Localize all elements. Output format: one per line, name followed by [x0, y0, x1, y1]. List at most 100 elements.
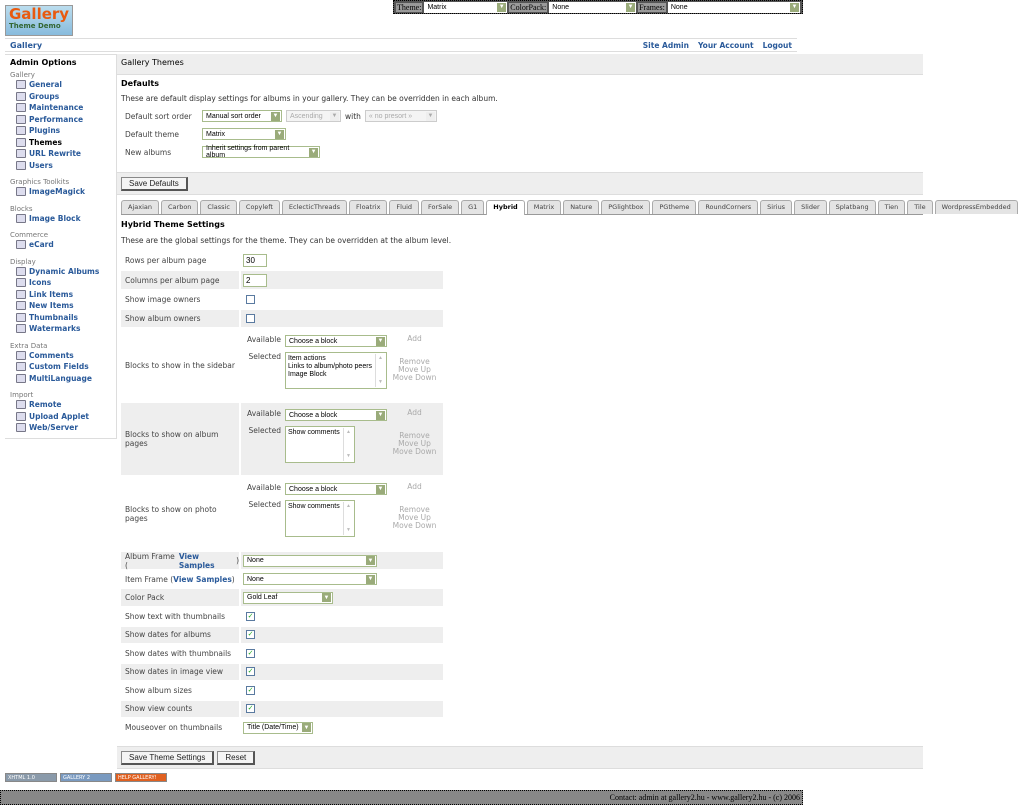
- tab-classic[interactable]: Classic: [200, 200, 237, 214]
- color-pack-select[interactable]: Gold Leaf ▼: [243, 591, 333, 604]
- scrollbar[interactable]: ▲ ▼: [343, 428, 353, 461]
- move-up-button[interactable]: Move Up: [398, 365, 431, 374]
- tab-pglightbox[interactable]: PGlightbox: [601, 200, 651, 214]
- sidebar-item-ecard[interactable]: eCard: [10, 239, 111, 251]
- selected-blocks-sidebar-list[interactable]: Item actions Links to album/photo peers Im…: [285, 352, 387, 389]
- remove-block-button[interactable]: Remove: [399, 431, 430, 440]
- rows-per-page-input[interactable]: 30: [243, 253, 267, 267]
- selected-block-item[interactable]: Show comments: [288, 503, 340, 510]
- show-dates-with-thumbnails-checkbox[interactable]: ✓: [246, 648, 255, 658]
- selected-blocks-photo-list[interactable]: Show comments ▲ ▼: [285, 500, 355, 537]
- sidebar-item-users[interactable]: Users: [10, 160, 111, 172]
- site-admin-link[interactable]: Site Admin: [642, 40, 689, 50]
- tab-nature[interactable]: Nature: [563, 200, 600, 214]
- tab-tile[interactable]: Tile: [907, 200, 933, 214]
- selected-block-item[interactable]: Show comments: [288, 429, 340, 436]
- add-block-button[interactable]: Add: [407, 334, 422, 343]
- theme-select[interactable]: Matrix ▼: [424, 1, 508, 13]
- tab-fluid[interactable]: Fluid: [389, 200, 420, 214]
- scrollbar[interactable]: ▲ ▼: [343, 502, 353, 535]
- sidebar-item-imagemagick[interactable]: ImageMagick: [10, 186, 111, 198]
- sidebar-item-general[interactable]: General: [10, 79, 111, 91]
- sidebar-item-performance[interactable]: Performance: [10, 114, 111, 126]
- selected-block-item[interactable]: Links to album/photo peers: [288, 363, 373, 370]
- frames-select[interactable]: None ▼: [667, 1, 800, 13]
- logout-link[interactable]: Logout: [762, 40, 792, 50]
- tab-forsale[interactable]: ForSale: [421, 200, 460, 214]
- cols-per-page-input[interactable]: 2: [243, 273, 267, 287]
- reset-button[interactable]: Reset: [217, 751, 256, 765]
- help-gallery-badge[interactable]: HELP GALLERY!: [115, 773, 167, 782]
- tab-carbon[interactable]: Carbon: [161, 200, 199, 214]
- sort-order-select[interactable]: Manual sort order ▼: [202, 110, 282, 122]
- your-account-link[interactable]: Your Account: [697, 40, 754, 50]
- mouseover-select[interactable]: Title (Date/Time) ▼: [243, 721, 313, 734]
- new-albums-select[interactable]: Inherit settings from parent album ▼: [202, 145, 320, 159]
- gallery2-badge[interactable]: GALLERY 2: [60, 773, 112, 782]
- show-dates-in-image-view-checkbox[interactable]: ✓: [246, 667, 255, 677]
- sidebar-item-web-server[interactable]: Web/Server: [10, 422, 111, 434]
- colorpack-select[interactable]: None ▼: [549, 1, 637, 13]
- sidebar-item-thumbnails[interactable]: Thumbnails: [10, 312, 111, 324]
- tab-ajaxian[interactable]: Ajaxian: [121, 200, 159, 214]
- move-up-button[interactable]: Move Up: [398, 513, 431, 522]
- sort-direction-select[interactable]: Ascending ▼: [286, 110, 341, 122]
- album-frame-view-samples-link[interactable]: View Samples: [178, 551, 215, 570]
- remove-block-button[interactable]: Remove: [399, 505, 430, 514]
- sidebar-item-new-items[interactable]: New Items: [10, 300, 111, 312]
- move-down-button[interactable]: Move Down: [392, 447, 437, 456]
- save-defaults-button[interactable]: Save Defaults: [121, 177, 188, 191]
- tab-copyleft[interactable]: Copyleft: [238, 200, 280, 214]
- breadcrumb-gallery[interactable]: Gallery: [10, 40, 43, 50]
- selected-block-item[interactable]: Item actions: [288, 355, 326, 362]
- available-blocks-album-select[interactable]: Choose a block ▼: [285, 409, 387, 421]
- tab-splatbang[interactable]: Splatbang: [828, 200, 876, 214]
- tab-g1[interactable]: G1: [461, 200, 485, 214]
- tab-matrix[interactable]: Matrix: [526, 200, 562, 214]
- available-blocks-sidebar-select[interactable]: Choose a block ▼: [285, 335, 387, 347]
- sidebar-item-plugins[interactable]: Plugins: [10, 125, 111, 137]
- item-frame-view-samples-link[interactable]: View Samples: [173, 574, 232, 584]
- default-theme-select[interactable]: Matrix ▼: [202, 128, 286, 140]
- sidebar-item-remote[interactable]: Remote: [10, 399, 111, 411]
- show-album-owners-checkbox[interactable]: [246, 314, 255, 323]
- gallery-logo[interactable]: Gallery Theme Demo: [5, 5, 73, 36]
- tab-floatrix[interactable]: Floatrix: [349, 200, 388, 214]
- available-blocks-photo-select[interactable]: Choose a block ▼: [285, 483, 387, 495]
- tab-sirius[interactable]: Sirius: [760, 200, 793, 214]
- add-block-button[interactable]: Add: [407, 482, 422, 491]
- remove-block-button[interactable]: Remove: [399, 357, 430, 366]
- tab-wordpressembedded[interactable]: WordpressEmbedded: [934, 200, 1018, 214]
- selected-block-item[interactable]: Image Block: [288, 371, 327, 378]
- sidebar-item-custom-fields[interactable]: Custom Fields: [10, 361, 111, 373]
- sidebar-item-url-rewrite[interactable]: URL Rewrite: [10, 148, 111, 160]
- move-down-button[interactable]: Move Down: [392, 521, 437, 530]
- sidebar-item-comments[interactable]: Comments: [10, 350, 111, 362]
- album-frame-select[interactable]: None ▼: [243, 554, 377, 567]
- show-image-owners-checkbox[interactable]: [246, 295, 255, 304]
- move-down-button[interactable]: Move Down: [392, 373, 437, 382]
- sidebar-item-watermarks[interactable]: Watermarks: [10, 323, 111, 335]
- tab-eclecticthreads[interactable]: EclecticThreads: [281, 200, 348, 214]
- selected-blocks-album-list[interactable]: Show comments ▲ ▼: [285, 426, 355, 463]
- move-up-button[interactable]: Move Up: [398, 439, 431, 448]
- sidebar-item-themes[interactable]: Themes: [10, 137, 111, 149]
- sidebar-item-multilanguage[interactable]: MultiLanguage: [10, 373, 111, 385]
- add-block-button[interactable]: Add: [407, 408, 422, 417]
- presort-select[interactable]: « no presort » ▼: [364, 110, 437, 122]
- sidebar-item-groups[interactable]: Groups: [10, 91, 111, 103]
- show-album-sizes-checkbox[interactable]: ✓: [246, 685, 255, 695]
- item-frame-select[interactable]: None ▼: [243, 573, 377, 585]
- tab-hybrid[interactable]: Hybrid: [486, 200, 525, 215]
- tab-roundcorners[interactable]: RoundCorners: [698, 200, 759, 214]
- tab-slider[interactable]: Slider: [794, 200, 827, 214]
- save-theme-settings-button[interactable]: Save Theme Settings: [121, 751, 215, 765]
- tab-tien[interactable]: Tien: [877, 200, 906, 214]
- show-view-counts-checkbox[interactable]: ✓: [246, 704, 255, 714]
- sidebar-item-dynamic-albums[interactable]: Dynamic Albums: [10, 266, 111, 278]
- show-text-with-thumbnails-checkbox[interactable]: ✓: [246, 611, 255, 621]
- sidebar-item-image-block[interactable]: Image Block: [10, 213, 111, 225]
- sidebar-item-maintenance[interactable]: Maintenance: [10, 102, 111, 114]
- sidebar-item-upload-applet[interactable]: Upload Applet: [10, 411, 111, 423]
- xhtml-badge[interactable]: XHTML 1.0: [5, 773, 57, 782]
